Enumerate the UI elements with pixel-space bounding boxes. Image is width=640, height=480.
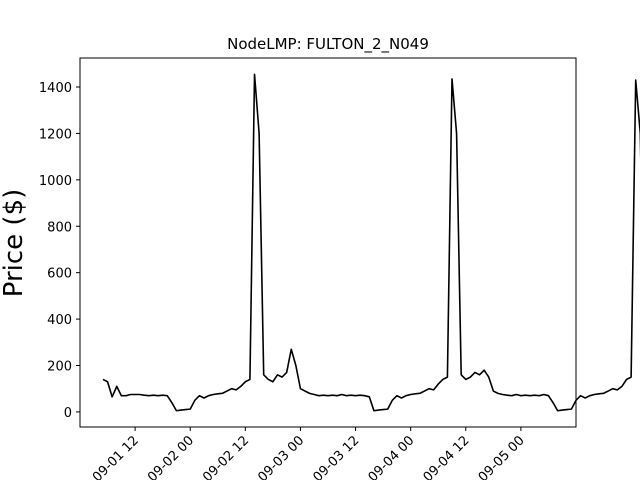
y-tick-label: 0	[64, 406, 72, 421]
x-tick-label: 09-02 12	[200, 433, 252, 480]
plot-area-frame	[79, 57, 577, 428]
y-tick-label: 600	[47, 267, 72, 282]
x-tick-label: 09-03 12	[310, 433, 362, 480]
x-tick-label: 09-04 12	[421, 433, 473, 480]
series-line	[102, 73, 640, 412]
chart-title: NodeLMP: FULTON_2_N049	[227, 35, 429, 54]
x-axis-ticks: 09-01 12 09-02 00 09-02 12 09-03 00 09-03 12…	[90, 427, 528, 480]
y-axis-label: Price ($)	[0, 189, 29, 298]
x-tick-label: 09-04 00	[366, 433, 418, 480]
y-tick-label: 800	[47, 220, 72, 235]
y-tick-label: 400	[47, 313, 72, 328]
series-lines	[102, 73, 640, 412]
y-tick-label: 1000	[39, 174, 72, 189]
y-tick-label: 1400	[39, 81, 72, 96]
y-axis-ticks: 0 200 400 600 800 1000 1200 1400	[39, 81, 80, 421]
x-tick-label: 09-05 00	[476, 433, 528, 480]
x-tick-label: 09-02 00	[145, 433, 197, 480]
x-tick-label: 09-03 00	[255, 433, 307, 480]
x-tick-label: 09-01 12	[90, 433, 142, 480]
y-tick-label: 1200	[39, 127, 72, 142]
y-tick-label: 200	[47, 360, 72, 375]
